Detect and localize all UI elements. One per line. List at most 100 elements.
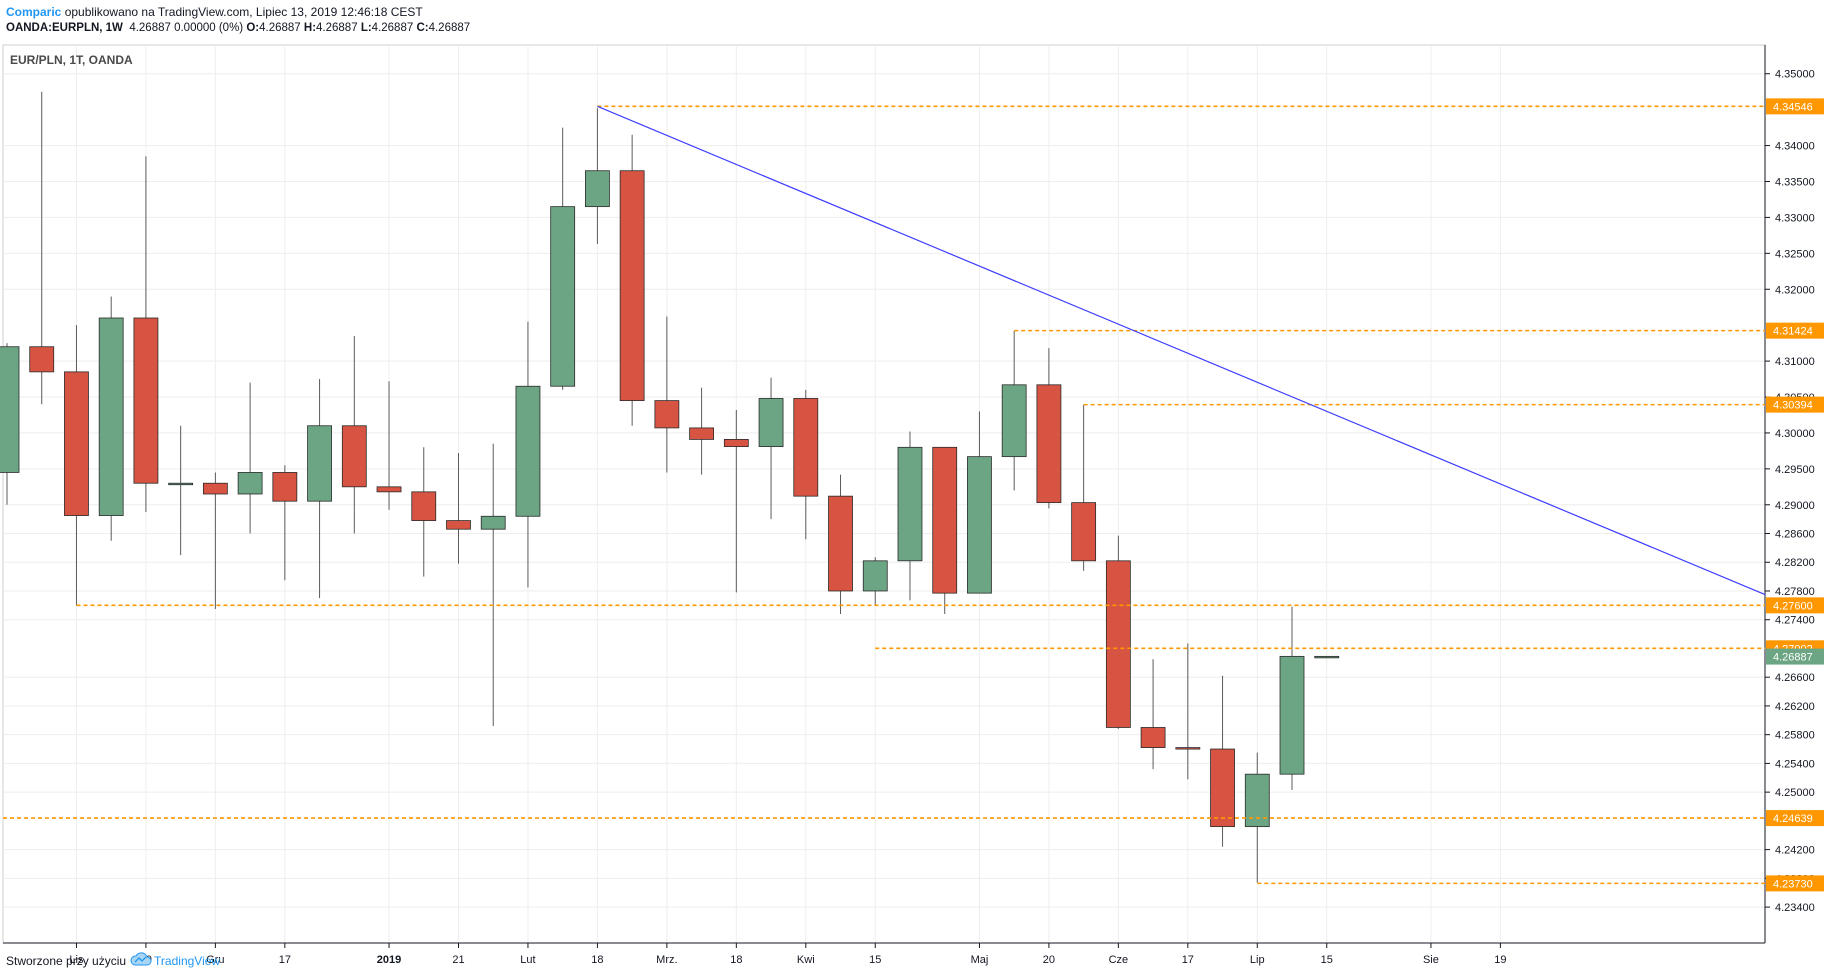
price-tick-label-4: 4.32500 bbox=[1775, 248, 1815, 260]
candle-4 bbox=[133, 156, 159, 512]
time-tick-label-3: 17 bbox=[279, 954, 291, 966]
candle-body-6 bbox=[202, 482, 228, 495]
candle-14 bbox=[480, 443, 506, 727]
level-price-label-6: 4.23730 bbox=[1766, 875, 1824, 892]
ohlc-header: OANDA:EURPLN, 1W 4.26887 0.00000 (0%) O:… bbox=[6, 21, 470, 35]
level-price-label-1-text: 4.31424 bbox=[1773, 326, 1813, 338]
candle-25 bbox=[862, 557, 888, 606]
price-labels: 4.345464.314244.303944.276004.270024.246… bbox=[1766, 98, 1824, 892]
candle-5 bbox=[168, 425, 194, 556]
time-tick-label-17: 15 bbox=[1321, 954, 1333, 966]
candle-30 bbox=[1036, 348, 1062, 509]
candle-body-12 bbox=[411, 491, 437, 521]
level-price-label-1-box bbox=[1766, 322, 1824, 339]
time-tick-label-6: Lut bbox=[520, 954, 535, 966]
candles bbox=[0, 91, 1340, 883]
author-link[interactable]: Comparic bbox=[6, 5, 62, 19]
current-price-label-text: 4.26887 bbox=[1773, 652, 1813, 664]
candle-body-23 bbox=[793, 398, 819, 497]
open-label: O: bbox=[246, 22, 260, 34]
close-value: 4.26887 bbox=[428, 22, 471, 34]
quote-summary: 4.26887 0.00000 (0%) bbox=[129, 22, 244, 34]
time-tick-label-8: Mrz. bbox=[656, 954, 677, 966]
candle-34 bbox=[1175, 643, 1201, 780]
price-tick-label-19: 4.25000 bbox=[1775, 787, 1815, 799]
time-tick-label-9: 18 bbox=[730, 954, 742, 966]
candle-12 bbox=[411, 447, 437, 577]
price-tick-label-11: 4.28600 bbox=[1775, 529, 1815, 541]
candle-15 bbox=[515, 321, 541, 588]
high-value: 4.26887 bbox=[316, 22, 358, 34]
time-tick-label-15: 17 bbox=[1182, 954, 1194, 966]
candle-body-34 bbox=[1175, 747, 1201, 750]
candle-body-7 bbox=[237, 472, 263, 495]
price-tick-label-8: 4.30000 bbox=[1775, 428, 1815, 440]
tradingview-brand[interactable]: TradingView bbox=[154, 953, 221, 968]
candle-body-9 bbox=[307, 425, 332, 502]
price-tick-label-1: 4.34000 bbox=[1775, 141, 1815, 153]
chart-title: EUR/PLN, 1T, OANDA bbox=[10, 53, 133, 67]
candle-28 bbox=[967, 411, 992, 594]
candle-3 bbox=[98, 296, 124, 541]
candle-26 bbox=[897, 431, 923, 601]
candle-body-26 bbox=[897, 446, 923, 562]
candle-18 bbox=[619, 134, 645, 426]
created-with-text: Stworzone przy użyciu bbox=[6, 953, 127, 968]
high-label: H: bbox=[303, 22, 317, 34]
trendline-group bbox=[597, 105, 1766, 596]
candle-body-19 bbox=[654, 400, 680, 429]
level-price-label-0: 4.34546 bbox=[1766, 98, 1824, 115]
candle-body-20 bbox=[689, 427, 714, 440]
price-axis[interactable]: 4.35000 4.34000 4.33500 4.33000 4.32500 4.320… bbox=[1765, 69, 1815, 914]
level-price-label-5-text: 4.24639 bbox=[1773, 813, 1813, 825]
price-tick-label-15: 4.26600 bbox=[1775, 672, 1815, 684]
candle-body-21 bbox=[723, 439, 749, 447]
symbol-label: OANDA:EURPLN, 1W bbox=[6, 22, 123, 34]
levels bbox=[3, 105, 1765, 885]
level-price-label-1: 4.31424 bbox=[1766, 322, 1824, 339]
candle-body-35 bbox=[1210, 748, 1235, 828]
candle-24 bbox=[828, 474, 853, 614]
level-price-label-2: 4.30394 bbox=[1766, 396, 1824, 413]
candle-20 bbox=[689, 387, 714, 475]
candle-38 bbox=[1314, 655, 1340, 659]
candle-body-14 bbox=[480, 515, 506, 530]
candle-23 bbox=[793, 389, 819, 540]
candle-32 bbox=[1105, 535, 1131, 729]
time-tick-label-12: Maj bbox=[971, 954, 989, 966]
time-tick-label-10: Kwi bbox=[797, 954, 815, 966]
price-tick-label-0: 4.35000 bbox=[1775, 69, 1815, 81]
candle-10 bbox=[341, 335, 367, 534]
price-tick-label-3: 4.33000 bbox=[1775, 212, 1815, 224]
candle-body-5 bbox=[168, 482, 194, 486]
level-price-label-3-box bbox=[1766, 597, 1824, 614]
price-tick-label-18: 4.25400 bbox=[1775, 758, 1815, 770]
candle-2 bbox=[64, 325, 89, 606]
trendline bbox=[597, 105, 1766, 596]
time-axis[interactable]: Lis 19 Gru 17 2019 21 Lut 18 Mrz. 18 Kwi 15 Maj 20 Cze… bbox=[69, 943, 1507, 966]
candle-13 bbox=[446, 453, 471, 564]
candle-body-8 bbox=[272, 472, 298, 502]
tradingview-link[interactable]: TradingView bbox=[130, 952, 220, 969]
level-price-label-3-text: 4.27600 bbox=[1773, 600, 1813, 612]
candle-body-22 bbox=[758, 398, 784, 447]
candle-22 bbox=[758, 377, 784, 520]
candle-8 bbox=[272, 465, 298, 581]
candle-body-29 bbox=[1001, 384, 1027, 458]
price-tick-label-22: 4.23400 bbox=[1775, 902, 1815, 914]
candle-body-33 bbox=[1140, 727, 1166, 748]
candle-11 bbox=[376, 381, 402, 510]
candle-body-0 bbox=[0, 346, 20, 473]
candle-body-24 bbox=[828, 495, 853, 592]
published-text: opublikowano na TradingView.com, Lipiec … bbox=[64, 5, 423, 19]
current-price-label: 4.26887 bbox=[1766, 648, 1824, 665]
candle-body-16 bbox=[550, 206, 576, 387]
price-tick-label-16: 4.26200 bbox=[1775, 701, 1815, 713]
open-value: 4.26887 bbox=[259, 22, 301, 34]
candle-37 bbox=[1279, 606, 1305, 790]
publication-header: Comparic opublikowano na TradingView.com… bbox=[6, 5, 423, 19]
low-label: L: bbox=[360, 22, 372, 34]
candle-body-11 bbox=[376, 486, 402, 493]
price-tick-label-14: 4.27400 bbox=[1775, 615, 1815, 627]
